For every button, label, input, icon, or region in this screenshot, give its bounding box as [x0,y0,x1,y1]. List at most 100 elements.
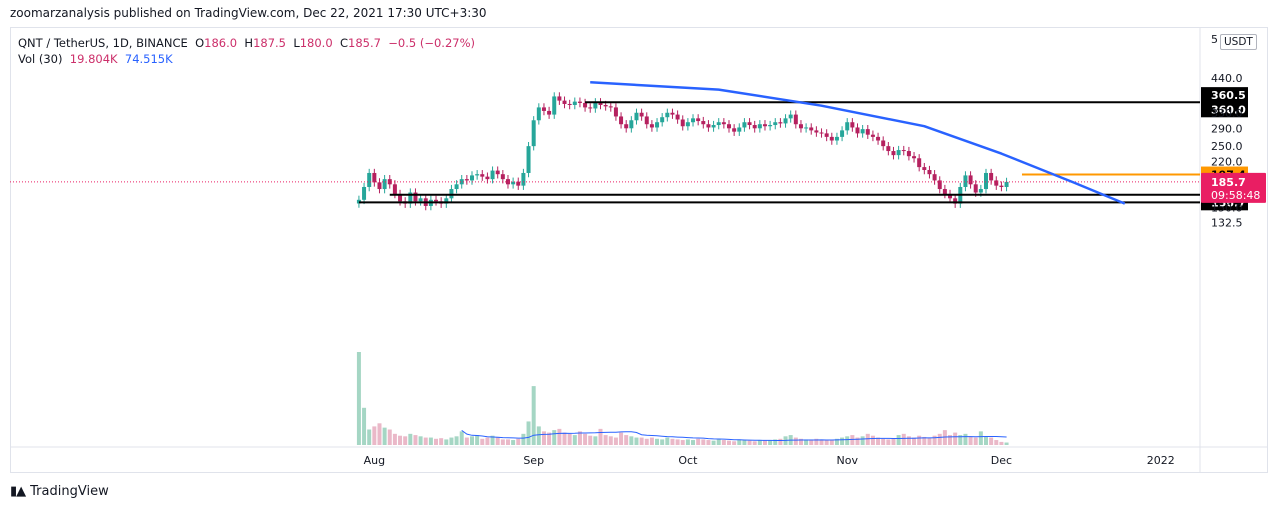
candle-body [942,189,947,194]
candle-body [613,107,618,117]
candle-body [649,124,654,128]
volume-bar [475,435,480,445]
candle-body [408,192,413,204]
volume-bar [999,441,1004,445]
volume-bar [459,431,464,445]
candle-body [937,180,942,190]
x-tick-label: Sep [523,454,544,467]
volume-bar [490,435,495,445]
volume-bar [747,440,752,445]
volume-bar [886,439,891,445]
symbol-name[interactable]: QNT / TetherUS, 1D, BINANCE [18,36,188,50]
volume-bar [855,437,860,445]
volume-bar [675,439,680,445]
candle-body [840,130,845,137]
currency-badge[interactable]: USDT [1220,34,1257,50]
candle-body [495,170,500,175]
candle-body [531,120,536,147]
candle-body [434,199,439,202]
candle-body [737,127,742,132]
volume-bar [896,435,901,445]
volume-legend: Vol (30) 19.804K 74.515K [18,51,475,67]
volume-bar [696,438,701,445]
volume-value: 19.804K [69,52,118,66]
volume-bar [547,432,552,445]
candle-body [845,122,850,131]
candle-body [721,122,726,125]
candle-body [973,184,978,193]
volume-bar [948,435,953,445]
candle-body [593,102,598,109]
last-price-label: 185.7 [1211,176,1246,189]
volume-bar [413,435,418,445]
volume-bar [670,438,675,445]
volume-bar [593,436,598,445]
volume-bar [608,436,613,445]
volume-bar [793,437,798,445]
candle-body [603,104,608,107]
volume-bar [521,433,526,445]
candle-body [655,122,660,128]
tradingview-logo[interactable]: ▮▲ TradingView [10,484,109,499]
candle-body [490,170,495,180]
high-value: 187.5 [253,36,286,50]
candle-body [567,103,572,105]
candle-body [804,127,809,129]
volume-bar [829,440,834,445]
volume-bar [572,435,577,445]
candle-body [912,156,917,159]
candle-body [855,127,860,134]
volume-bar [953,432,958,445]
candle-body [634,112,639,121]
candle-body [382,179,387,190]
candle-body [732,128,737,132]
candle-body [372,172,377,183]
volume-bar [500,439,505,445]
candle-body [989,172,994,181]
volume-bar [377,423,382,445]
volume-bar [840,437,845,445]
volume-bar [860,436,865,445]
volume-bar [464,437,469,445]
volume-bar [655,438,660,445]
volume-bar [881,438,886,445]
candle-body [680,119,685,127]
volume-bar [603,435,608,445]
candle-body [577,101,582,103]
low-value: 180.0 [299,36,333,50]
volume-bar [418,436,423,445]
volume-bar [984,436,988,445]
drawings [10,81,1200,441]
candle-body [922,167,927,171]
level-price-label: 360.5 [1211,89,1246,102]
candle-body [516,181,521,186]
candle-body [572,101,577,105]
volume-bar [691,440,696,445]
candle-body [783,118,788,124]
volume-bar [470,436,474,445]
candle-body [505,179,510,185]
descending-trendline [590,81,1126,205]
candle-body [968,175,973,185]
volume-bar [737,439,742,445]
volume-bar [649,437,654,445]
volume-ma-value: 74.515K [124,52,173,66]
volume-bar [865,433,870,445]
volume-bar [937,433,942,445]
volume-bar [732,441,737,445]
volume-bar [932,435,937,445]
tradingview-logo-icon: ▮▲ [10,484,26,499]
level-price-tag [1201,87,1248,104]
candle-body [670,112,675,115]
volume-bar [516,438,521,445]
candle-body [999,185,1004,187]
candlesticks [356,92,1009,211]
candle-body [706,124,711,128]
volume-bar [721,440,726,445]
volume-label[interactable]: Vol (30) [18,52,63,66]
volume-bar [613,437,618,445]
candle-body [480,174,485,177]
candle-body [413,192,418,202]
candle-body [834,136,839,141]
